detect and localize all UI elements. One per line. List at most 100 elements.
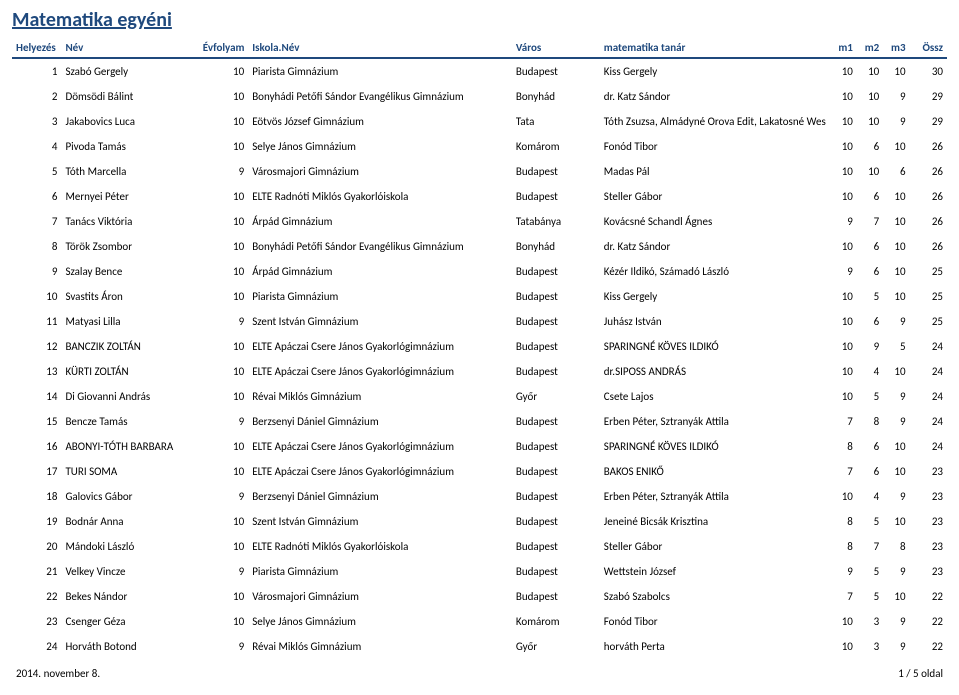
cell-m2: 10 — [857, 109, 883, 134]
cell-helyezes: 6 — [12, 184, 61, 209]
cell-iskola: ELTE Apáczai Csere János Gyakorlógimnázi… — [248, 434, 512, 459]
table-body: 1Szabó Gergely10Piarista GimnáziumBudape… — [12, 58, 947, 659]
cell-m3: 10 — [883, 259, 909, 284]
cell-iskola: Városmajori Gimnázium — [248, 584, 512, 609]
table-row: 6Mernyei Péter10ELTE Radnóti Miklós Gyak… — [12, 184, 947, 209]
cell-m2: 5 — [857, 384, 883, 409]
cell-ossz: 24 — [910, 409, 947, 434]
cell-m1: 9 — [831, 559, 857, 584]
cell-m2: 6 — [857, 234, 883, 259]
cell-m3: 10 — [883, 58, 909, 84]
cell-m3: 9 — [883, 109, 909, 134]
cell-m3: 10 — [883, 184, 909, 209]
cell-m2: 4 — [857, 484, 883, 509]
cell-iskola: Piarista Gimnázium — [248, 58, 512, 84]
cell-m2: 6 — [857, 309, 883, 334]
cell-evfolyam: 10 — [199, 58, 248, 84]
cell-evfolyam: 10 — [199, 359, 248, 384]
cell-nev: Dömsödi Bálint — [61, 84, 198, 109]
cell-m1: 10 — [831, 609, 857, 634]
cell-varos: Budapest — [512, 484, 600, 509]
table-row: 18Galovics Gábor9Berzsenyi Dániel Gimnáz… — [12, 484, 947, 509]
cell-ossz: 30 — [910, 58, 947, 84]
cell-varos: Budapest — [512, 509, 600, 534]
page-title: Matematika egyéni — [12, 8, 947, 32]
cell-iskola: ELTE Radnóti Miklós Gyakorlóiskola — [248, 534, 512, 559]
cell-tanar: horváth Perta — [600, 634, 831, 659]
cell-m1: 8 — [831, 534, 857, 559]
cell-varos: Budapest — [512, 584, 600, 609]
cell-iskola: Árpád Gimnázium — [248, 259, 512, 284]
cell-helyezes: 21 — [12, 559, 61, 584]
cell-helyezes: 15 — [12, 409, 61, 434]
table-row: 16ABONYI-TÓTH BARBARA10ELTE Apáczai Cser… — [12, 434, 947, 459]
cell-tanar: SPARINGNÉ KÖVES ILDIKÓ — [600, 334, 831, 359]
cell-m3: 9 — [883, 559, 909, 584]
cell-varos: Budapest — [512, 309, 600, 334]
col-m3: m3 — [883, 38, 909, 58]
cell-varos: Komárom — [512, 134, 600, 159]
cell-helyezes: 18 — [12, 484, 61, 509]
table-row: 8Török Zsombor10Bonyhádi Petőfi Sándor E… — [12, 234, 947, 259]
cell-ossz: 23 — [910, 484, 947, 509]
cell-ossz: 23 — [910, 459, 947, 484]
cell-tanar: dr. Katz Sándor — [600, 234, 831, 259]
table-row: 24Horváth Botond9Révai Miklós GimnáziumG… — [12, 634, 947, 659]
cell-evfolyam: 10 — [199, 209, 248, 234]
cell-m2: 6 — [857, 459, 883, 484]
cell-m3: 10 — [883, 509, 909, 534]
cell-m3: 10 — [883, 234, 909, 259]
cell-helyezes: 3 — [12, 109, 61, 134]
cell-helyezes: 20 — [12, 534, 61, 559]
table-row: 12BANCZIK ZOLTÁN10ELTE Apáczai Csere Ján… — [12, 334, 947, 359]
table-row: 7Tanács Viktória10Árpád GimnáziumTatabán… — [12, 209, 947, 234]
cell-nev: Szalay Bence — [61, 259, 198, 284]
cell-varos: Budapest — [512, 434, 600, 459]
cell-nev: TURI SOMA — [61, 459, 198, 484]
cell-ossz: 22 — [910, 609, 947, 634]
cell-iskola: Városmajori Gimnázium — [248, 159, 512, 184]
cell-ossz: 29 — [910, 109, 947, 134]
cell-m2: 8 — [857, 409, 883, 434]
table-row: 1Szabó Gergely10Piarista GimnáziumBudape… — [12, 58, 947, 84]
table-row: 19Bodnár Anna10Szent István GimnáziumBud… — [12, 509, 947, 534]
cell-m1: 7 — [831, 459, 857, 484]
cell-m1: 7 — [831, 409, 857, 434]
cell-m1: 10 — [831, 84, 857, 109]
table-row: 11Matyasi Lilla9Szent István GimnáziumBu… — [12, 309, 947, 334]
cell-varos: Győr — [512, 384, 600, 409]
cell-m2: 6 — [857, 134, 883, 159]
cell-m1: 9 — [831, 259, 857, 284]
cell-varos: Budapest — [512, 259, 600, 284]
cell-m3: 9 — [883, 634, 909, 659]
cell-evfolyam: 10 — [199, 184, 248, 209]
cell-tanar: Erben Péter, Sztranyák Attila — [600, 484, 831, 509]
cell-iskola: Révai Miklós Gimnázium — [248, 634, 512, 659]
cell-iskola: Berzsenyi Dániel Gimnázium — [248, 484, 512, 509]
cell-m3: 9 — [883, 384, 909, 409]
cell-tanar: dr.SIPOSS ANDRÁS — [600, 359, 831, 384]
cell-m2: 4 — [857, 359, 883, 384]
cell-m1: 7 — [831, 584, 857, 609]
cell-ossz: 23 — [910, 509, 947, 534]
cell-helyezes: 23 — [12, 609, 61, 634]
cell-m1: 10 — [831, 284, 857, 309]
cell-varos: Komárom — [512, 609, 600, 634]
cell-iskola: Selye János Gimnázium — [248, 134, 512, 159]
cell-ossz: 25 — [910, 259, 947, 284]
cell-m2: 10 — [857, 58, 883, 84]
cell-m1: 10 — [831, 384, 857, 409]
cell-helyezes: 9 — [12, 259, 61, 284]
cell-m1: 10 — [831, 134, 857, 159]
cell-m3: 10 — [883, 284, 909, 309]
cell-varos: Budapest — [512, 184, 600, 209]
cell-varos: Budapest — [512, 159, 600, 184]
cell-m1: 10 — [831, 159, 857, 184]
cell-nev: BANCZIK ZOLTÁN — [61, 334, 198, 359]
cell-iskola: Révai Miklós Gimnázium — [248, 384, 512, 409]
cell-m1: 10 — [831, 359, 857, 384]
footer-page: 1 / 5 oldal — [898, 667, 943, 680]
cell-helyezes: 11 — [12, 309, 61, 334]
cell-tanar: Kovácsné Schandl Ágnes — [600, 209, 831, 234]
cell-m1: 10 — [831, 184, 857, 209]
